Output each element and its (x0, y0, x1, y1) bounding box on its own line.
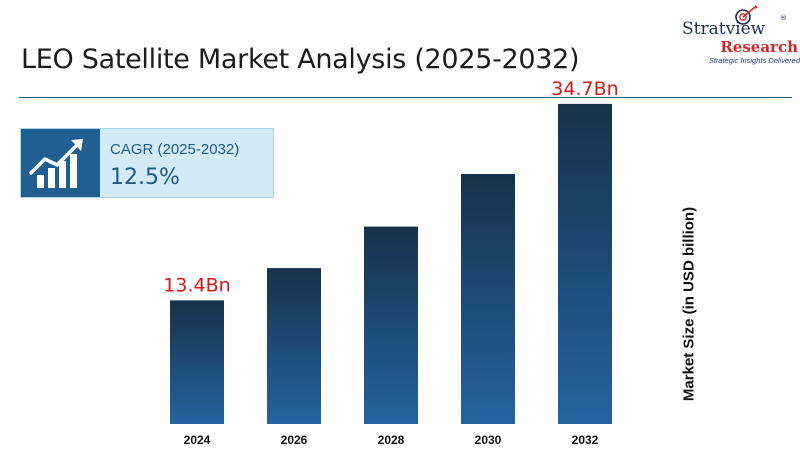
x-tick-label-2026: 2026 (281, 433, 308, 447)
stratview-logo: Stratview ® Research Strategic Insights … (678, 4, 800, 70)
bar-2032 (558, 103, 612, 424)
cagr-value: 12.5% (110, 165, 180, 190)
x-tick-label-2030: 2030 (475, 433, 502, 447)
growth-chart-icon (21, 129, 100, 197)
x-tick-label-2032: 2032 (572, 433, 599, 447)
bar-2024 (170, 300, 224, 424)
logo-registered-mark: ® (780, 14, 787, 22)
logo-name: Stratview (682, 19, 766, 39)
cagr-label: CAGR (2025-2032) (110, 141, 240, 158)
bar-2030 (461, 174, 515, 424)
y-axis-label: Market Size (in USD billion) (680, 206, 698, 402)
bar-2026 (267, 268, 321, 424)
page-title: LEO Satellite Market Analysis (2025-2032… (21, 44, 580, 75)
data-label-2032: 34.7Bn (551, 78, 618, 100)
logo-tagline: Strategic Insights Delivered (708, 56, 800, 65)
cagr-card: CAGR (2025-2032) 12.5% (20, 128, 274, 198)
x-tick-label-2024: 2024 (184, 433, 211, 447)
logo-subtitle: Research (720, 38, 798, 56)
logo-target-icon (735, 5, 758, 25)
bar-2028 (364, 226, 418, 424)
data-label-2024: 13.4Bn (163, 274, 230, 296)
title-divider (19, 97, 792, 98)
x-tick-label-2028: 2028 (378, 433, 405, 447)
